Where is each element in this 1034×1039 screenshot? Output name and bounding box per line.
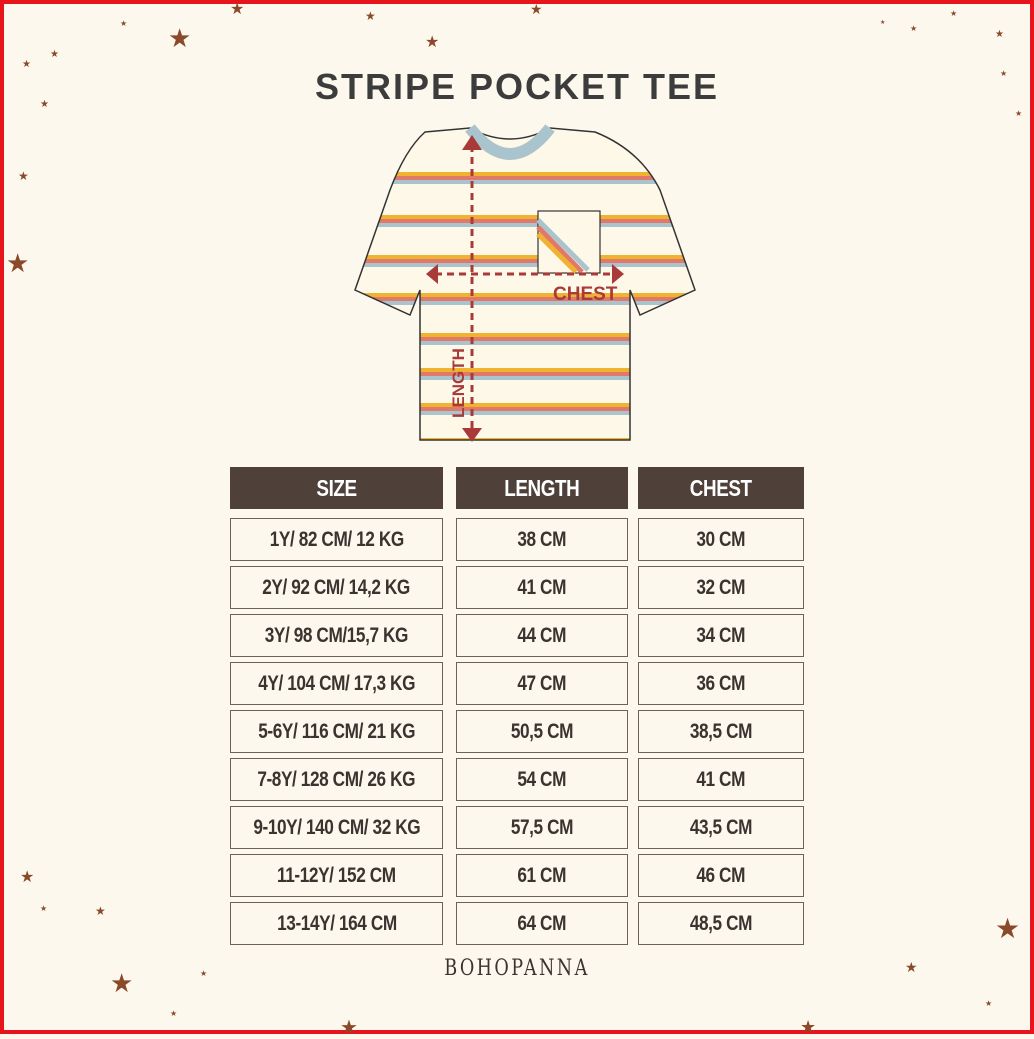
header-chest: CHEST	[638, 467, 804, 509]
table-cell: 38 CM	[456, 518, 628, 561]
table-cell: 11-12Y/ 152 CM	[230, 854, 443, 897]
page-title: STRIPE POCKET TEE	[314, 66, 720, 107]
shirt-stripe	[340, 442, 700, 446]
star-icon: ★	[880, 20, 886, 26]
table-cell: 48,5 CM	[638, 902, 804, 945]
header-size: SIZE	[230, 467, 443, 509]
table-cell: 7-8Y/ 128 CM/ 26 KG	[230, 758, 443, 801]
star-icon: ★	[995, 29, 1004, 40]
shirt-stripe	[355, 341, 695, 345]
star-icon: ★	[425, 34, 440, 51]
table-cell: 5-6Y/ 116 CM/ 21 KG	[230, 710, 443, 753]
table-cell: 57,5 CM	[456, 806, 628, 849]
star-icon: ★	[6, 248, 30, 278]
shirt-stripe	[355, 172, 695, 176]
star-icon: ★	[950, 9, 958, 18]
table-cell: 34 CM	[638, 614, 804, 657]
shirt-stripe	[355, 180, 695, 184]
table-cell: 54 CM	[456, 758, 628, 801]
shirt-stripe	[355, 176, 695, 180]
star-icon: ★	[365, 9, 376, 23]
star-icon: ★	[340, 1017, 358, 1039]
table-cell: 41 CM	[638, 758, 804, 801]
star-icon: ★	[905, 959, 918, 975]
table-cell: 41 CM	[456, 566, 628, 609]
table-cell: 44 CM	[456, 614, 628, 657]
table-cell: 46 CM	[638, 854, 804, 897]
star-icon: ★	[22, 59, 31, 70]
table-cell: 43,5 CM	[638, 806, 804, 849]
shirt-stripe	[355, 215, 695, 219]
table-cell: 13-14Y/ 164 CM	[230, 902, 443, 945]
star-icon: ★	[170, 1009, 178, 1018]
star-icon: ★	[168, 23, 192, 53]
star-icon: ★	[110, 968, 134, 998]
star-icon: ★	[18, 169, 29, 183]
table-cell: 38,5 CM	[638, 710, 804, 753]
chest-label: CHEST	[553, 284, 618, 305]
shirt-stripe	[355, 411, 695, 415]
star-icon: ★	[40, 99, 49, 110]
table-cell: 50,5 CM	[456, 710, 628, 753]
brand-logo: BOHOPANNA	[444, 956, 590, 981]
table-cell: 4Y/ 104 CM/ 17,3 KG	[230, 662, 443, 705]
table-cell: 30 CM	[638, 518, 804, 561]
table-cell: 9-10Y/ 140 CM/ 32 KG	[230, 806, 443, 849]
shirt-stripe	[340, 446, 700, 450]
star-icon: ★	[800, 1017, 817, 1037]
star-icon: ★	[20, 869, 35, 886]
star-icon: ★	[120, 19, 128, 28]
star-icon: ★	[995, 913, 1021, 944]
shirt-stripe	[355, 337, 695, 341]
table-cell: 2Y/ 92 CM/ 14,2 KG	[230, 566, 443, 609]
table-cell: 47 CM	[456, 662, 628, 705]
table-cell: 32 CM	[638, 566, 804, 609]
shirt-stripe	[355, 301, 695, 305]
shirt-stripe	[355, 223, 695, 227]
table-cell: 61 CM	[456, 854, 628, 897]
table-cell: 36 CM	[638, 662, 804, 705]
shirt-stripe	[355, 403, 695, 407]
shirt-stripe	[355, 297, 695, 301]
star-icon: ★	[910, 24, 918, 33]
shirt-stripe	[355, 372, 695, 376]
shirt-stripe	[355, 255, 695, 259]
header-length: LENGTH	[456, 467, 628, 509]
table-cell: 64 CM	[456, 902, 628, 945]
star-icon: ★	[1015, 109, 1023, 118]
star-icon: ★	[200, 969, 208, 978]
shirt-stripe	[355, 368, 695, 372]
star-icon: ★	[1000, 69, 1008, 78]
shirt-stripe	[355, 333, 695, 337]
star-icon: ★	[50, 49, 59, 60]
star-icon: ★	[40, 904, 48, 913]
star-icon: ★	[530, 1, 543, 17]
star-icon: ★	[230, 1, 245, 18]
table-cell: 3Y/ 98 CM/15,7 KG	[230, 614, 443, 657]
shirt-stripe	[355, 263, 695, 267]
shirt-stripe	[355, 376, 695, 380]
length-label: LENGTH	[449, 348, 468, 418]
shirt-stripe	[355, 219, 695, 223]
shirt-stripe	[355, 407, 695, 411]
shirt-stripe	[355, 438, 695, 440]
shirt-stripe	[355, 259, 695, 263]
table-cell: 1Y/ 82 CM/ 12 KG	[230, 518, 443, 561]
tshirt-diagram: CHEST LENGTH	[340, 124, 700, 450]
star-icon: ★	[95, 904, 106, 918]
star-icon: ★	[985, 999, 993, 1008]
shirt-stripe	[355, 293, 695, 297]
